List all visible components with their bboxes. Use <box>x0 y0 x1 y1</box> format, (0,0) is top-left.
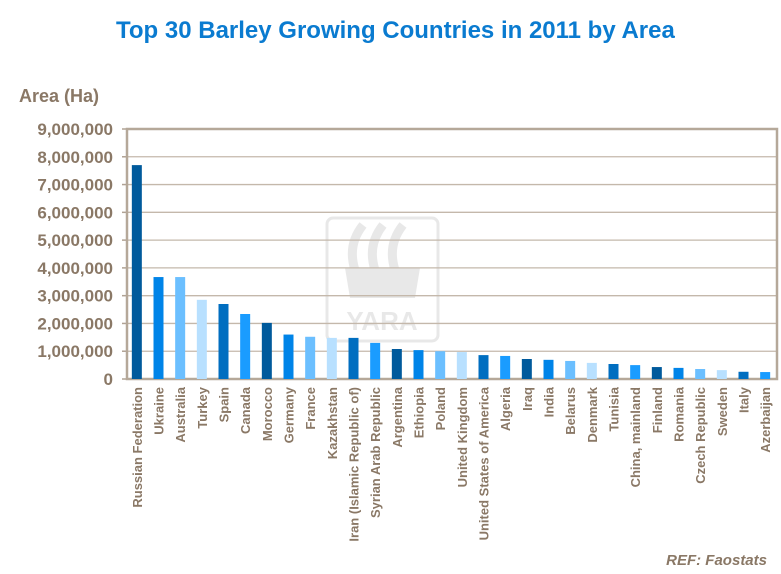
bar-belarus <box>565 360 576 379</box>
x-tick-label: Romania <box>672 386 687 442</box>
x-tick-label: Russian Federation <box>130 387 145 508</box>
x-tick-label: Iran (Islamic Republic of) <box>347 387 362 542</box>
bar-canada <box>240 314 251 379</box>
bar-spain <box>218 304 229 379</box>
x-tick-label: Czech Republic <box>693 387 708 484</box>
x-tick-label: Belarus <box>563 387 578 435</box>
x-tick-label: Ukraine <box>152 387 167 435</box>
bar-sweden <box>716 370 727 379</box>
plot-frame <box>125 127 779 381</box>
source-annotation: REF: Faostats <box>666 552 767 569</box>
x-tick-label: Algeria <box>498 386 513 431</box>
bar-ethiopia <box>413 350 424 379</box>
x-tick-label: Australia <box>173 386 188 442</box>
x-tick-label: Tunisia <box>607 386 622 431</box>
y-tick-label: 3,000,000 <box>37 287 113 306</box>
chart-title: Top 30 Barley Growing Countries in 2011 … <box>116 17 675 44</box>
bar-australia <box>175 277 186 379</box>
bar-united-states-of-america <box>478 355 489 379</box>
x-tick-label: France <box>303 387 318 430</box>
y-tick-label: 7,000,000 <box>37 176 113 195</box>
x-tick-label: Syrian Arab Republic <box>368 387 383 518</box>
x-tick-label: Azerbaijan <box>758 387 773 453</box>
x-tick-label: Canada <box>238 386 253 434</box>
y-tick-label: 4,000,000 <box>37 259 113 278</box>
bar-argentina <box>391 349 402 379</box>
bar-poland <box>435 351 446 379</box>
bar-france <box>305 336 316 379</box>
x-tick-label: Denmark <box>585 386 600 442</box>
x-tick-label: Sweden <box>715 387 730 436</box>
bar-iraq <box>521 359 532 379</box>
bar-china-mainland <box>630 365 641 379</box>
x-tick-label: Morocco <box>260 387 275 441</box>
y-axis-label: Area (Ha) <box>19 86 100 106</box>
x-tick-label: United States of America <box>477 386 492 540</box>
bar-morocco <box>261 322 272 379</box>
x-tick-label: Kazakhstan <box>325 387 340 459</box>
x-tick-label: United Kingdom <box>455 387 470 487</box>
bar-algeria <box>500 355 511 379</box>
bar-finland <box>651 367 662 379</box>
y-tick-label: 0 <box>104 370 113 389</box>
bar-kazakhstan <box>326 337 337 379</box>
bar-azerbaijan <box>760 372 771 379</box>
svg-text:YARA: YARA <box>346 306 418 336</box>
bar-czech-republic <box>695 369 706 379</box>
x-tick-label: Germany <box>282 386 297 443</box>
bar-italy <box>738 371 749 379</box>
bar-syrian-arab-republic <box>370 342 381 379</box>
x-tick-label: Ethiopia <box>412 386 427 438</box>
x-tick-label: Finland <box>650 387 665 433</box>
bar-tunisia <box>608 364 619 379</box>
bar-romania <box>673 367 684 379</box>
y-tick-label: 5,000,000 <box>37 231 113 250</box>
y-tick-label: 8,000,000 <box>37 148 113 167</box>
bar-united-kingdom <box>456 352 467 379</box>
x-tick-label: India <box>542 386 557 417</box>
y-tick-label: 9,000,000 <box>37 120 113 139</box>
bar-turkey <box>196 299 207 379</box>
x-tick-label: China, mainland <box>628 387 643 487</box>
bar-india <box>543 359 554 379</box>
y-tick-label: 1,000,000 <box>37 342 113 361</box>
bar-russian-federation <box>131 165 142 379</box>
x-tick-label: Iraq <box>520 387 535 411</box>
bar-denmark <box>586 362 597 379</box>
bar-germany <box>283 334 294 379</box>
y-tick-label: 2,000,000 <box>37 314 113 333</box>
x-tick-label: Spain <box>217 387 232 422</box>
x-tick-label: Turkey <box>195 386 210 428</box>
bar-ukraine <box>153 277 164 379</box>
bar-iran-islamic-republic-of- <box>348 337 359 379</box>
x-tick-label: Poland <box>433 387 448 430</box>
x-tick-label: Argentina <box>390 386 405 447</box>
y-tick-label: 6,000,000 <box>37 203 113 222</box>
yara-watermark: YARA <box>325 216 440 343</box>
x-tick-label: Italy <box>737 386 752 413</box>
